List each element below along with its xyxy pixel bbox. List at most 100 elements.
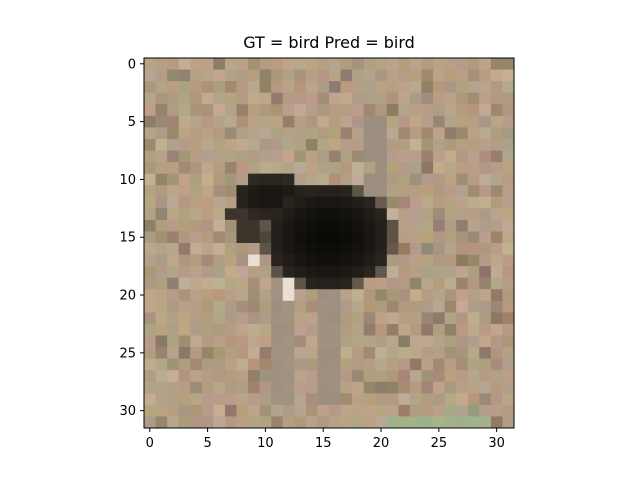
image-pixel (236, 347, 249, 360)
image-pixel (259, 231, 272, 244)
image-pixel (282, 173, 295, 186)
image-pixel (259, 150, 272, 163)
image-pixel (178, 370, 191, 383)
image-pixel (317, 138, 330, 152)
image-pixel (224, 416, 238, 428)
image-pixel (490, 219, 504, 233)
image-pixel (155, 277, 168, 290)
image-pixel (456, 92, 469, 105)
image-pixel (213, 335, 226, 348)
image-pixel (386, 219, 399, 233)
image-pixel (386, 208, 399, 221)
image-pixel (294, 219, 307, 233)
image-pixel (282, 277, 295, 290)
image-pixel (317, 219, 330, 233)
image-pixel (190, 300, 203, 313)
image-pixel (305, 58, 319, 71)
image-pixel (433, 219, 446, 233)
image-pixel (167, 185, 180, 198)
image-pixel (317, 404, 330, 418)
image-pixel (305, 370, 319, 383)
image-pixel (329, 92, 342, 105)
image-pixel (340, 231, 353, 244)
image-pixel (352, 196, 365, 209)
image-pixel (224, 370, 238, 383)
image-pixel (190, 208, 203, 221)
image-pixel (386, 254, 399, 267)
image-pixel (467, 266, 480, 279)
image-pixel (282, 404, 295, 418)
image-pixel (421, 81, 434, 94)
image-pixel (329, 115, 342, 128)
image-pixel (201, 358, 214, 371)
image-pixel (433, 104, 446, 117)
image-pixel (340, 381, 353, 394)
image-pixel (282, 196, 295, 209)
image-pixel (444, 231, 457, 244)
image-pixel (259, 289, 272, 302)
image-pixel (213, 219, 226, 233)
image-pixel (352, 208, 365, 221)
image-pixel (236, 266, 249, 279)
image-pixel (398, 69, 411, 82)
image-pixel (398, 243, 411, 256)
image-pixel (386, 300, 399, 313)
image-pixel (386, 104, 399, 117)
image-pixel (433, 196, 446, 209)
image-pixel (271, 323, 284, 337)
image-pixel (155, 208, 168, 221)
image-pixel (213, 58, 226, 71)
image-pixel (167, 416, 180, 428)
image-pixel (190, 81, 203, 94)
image-pixel (479, 416, 492, 428)
image-pixel (502, 219, 514, 233)
image-pixel (144, 323, 157, 337)
image-pixel (456, 347, 469, 360)
image-pixel (271, 115, 284, 128)
image-pixel (490, 196, 504, 209)
image-pixel (317, 173, 330, 186)
image-pixel (144, 208, 157, 221)
image-pixel (409, 370, 423, 383)
image-pixel (329, 127, 342, 140)
image-pixel (144, 81, 157, 94)
image-pixel (490, 162, 504, 175)
image-pixel (490, 243, 504, 256)
image-pixel (248, 69, 261, 82)
image-pixel (190, 115, 203, 128)
image-pixel (190, 254, 203, 267)
image-pixel (502, 104, 514, 117)
image-pixel (259, 300, 272, 313)
image-pixel (490, 150, 504, 163)
image-pixel (317, 162, 330, 175)
image-pixel (340, 208, 353, 221)
image-pixel (502, 58, 514, 71)
image-pixel (479, 254, 492, 267)
image-pixel (363, 162, 376, 175)
image-pixel (213, 243, 226, 256)
image-pixel (305, 266, 319, 279)
image-pixel (294, 69, 307, 82)
image-pixel (409, 231, 423, 244)
image-pixel (282, 115, 295, 128)
image-pixel (294, 243, 307, 256)
image-pixel (144, 127, 157, 140)
image-pixel (421, 266, 434, 279)
image-pixel (178, 58, 191, 71)
image-pixel (352, 92, 365, 105)
image-pixel (271, 58, 284, 71)
image-pixel (259, 173, 272, 186)
image-pixel (340, 162, 353, 175)
image-pixel (479, 208, 492, 221)
image-pixel (144, 416, 157, 428)
image-pixel (375, 162, 388, 175)
image-pixel (363, 219, 376, 233)
image-pixel (340, 370, 353, 383)
image-pixel (317, 58, 330, 71)
image-pixel (317, 416, 330, 428)
image-pixel (490, 277, 504, 290)
image-pixel (352, 416, 365, 428)
image-pixel (433, 173, 446, 186)
image-pixel (479, 404, 492, 418)
image-pixel (421, 208, 434, 221)
